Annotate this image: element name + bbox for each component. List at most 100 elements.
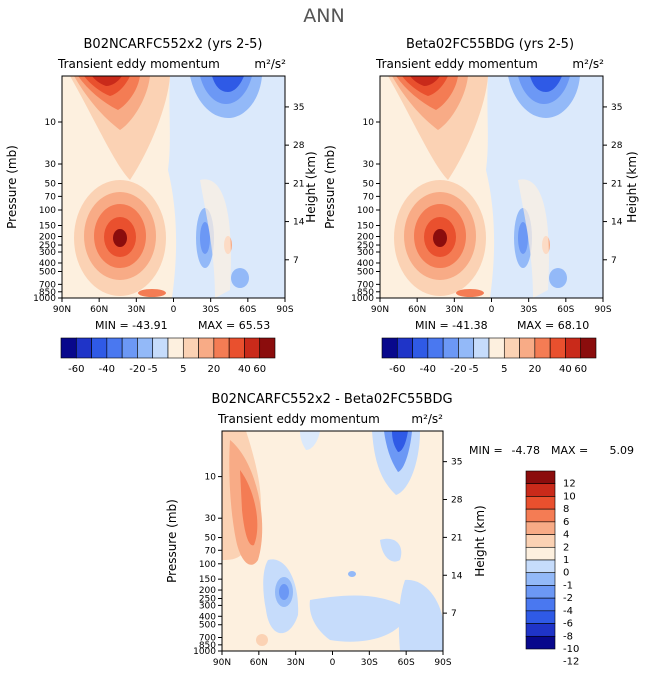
pressure-tick-label: 10 bbox=[363, 118, 375, 128]
panel-1-region-sh-5 bbox=[200, 222, 210, 254]
colorbar-label: 5 bbox=[501, 364, 507, 375]
colorbar-label: -40 bbox=[420, 364, 436, 375]
panel-3-ylabel-right: Height (km) bbox=[473, 505, 487, 576]
colorbar-label: -1 bbox=[563, 580, 573, 591]
pressure-tick-label: 30 bbox=[205, 514, 217, 524]
colorbar-label: 5 bbox=[180, 364, 186, 375]
pressure-tick-label: 10 bbox=[45, 118, 57, 128]
colorbar-label: 0 bbox=[563, 568, 569, 579]
colorbar-swatch bbox=[549, 337, 566, 359]
panel-3-region-16 bbox=[256, 634, 268, 646]
colorbar-label: -5 bbox=[469, 364, 479, 375]
panel-2-ylabel-right: Height (km) bbox=[625, 151, 639, 222]
colorbar-swatch bbox=[519, 337, 536, 359]
pressure-tick-label: 100 bbox=[199, 560, 216, 570]
pressure-tick-label: 70 bbox=[205, 546, 217, 556]
panel-3-ticks: 1030507010015020025030040050070085010003… bbox=[193, 458, 463, 668]
colorbar-label: -20 bbox=[450, 364, 466, 375]
pressure-tick-label: 70 bbox=[363, 192, 375, 202]
panel-1-subtitle: Transient eddy momentum bbox=[57, 57, 220, 71]
colorbar-label: 6 bbox=[563, 517, 569, 528]
colorbar-swatch bbox=[213, 337, 230, 359]
colorbar-swatch bbox=[525, 597, 556, 612]
panel-3: B02NCARFC552x2 - Beta02FC55BDG Transient… bbox=[165, 392, 634, 668]
panel-3-min-value: -4.78 bbox=[512, 444, 540, 457]
colorbar-swatch bbox=[458, 337, 475, 359]
pressure-tick-label: 150 bbox=[357, 222, 374, 232]
panel-2-region-sh-5 bbox=[518, 222, 528, 254]
pressure-tick-label: 300 bbox=[357, 248, 374, 258]
height-tick-label: 14 bbox=[293, 218, 305, 228]
pressure-tick-label: 500 bbox=[39, 268, 56, 278]
colorbar-swatch bbox=[473, 337, 490, 359]
colorbar-swatch bbox=[580, 337, 597, 359]
colorbar-swatch bbox=[525, 623, 556, 637]
colorbar-swatch bbox=[412, 337, 429, 359]
pressure-tick-label: 850 bbox=[357, 288, 374, 298]
colorbar-label: 8 bbox=[563, 504, 569, 515]
panel-2-max: MAX = 68.10 bbox=[517, 319, 589, 332]
pressure-tick-label: 70 bbox=[45, 192, 57, 202]
colorbar-swatch bbox=[525, 585, 556, 599]
colorbar-swatch bbox=[525, 483, 556, 497]
panel-1-region-sh-6 bbox=[231, 268, 249, 288]
lat-tick-label: 60N bbox=[250, 658, 268, 668]
pressure-tick-label: 1000 bbox=[33, 294, 56, 304]
colorbar-swatch bbox=[442, 337, 459, 359]
colorbar-swatch bbox=[525, 610, 556, 624]
panel-3-region-15 bbox=[348, 571, 356, 577]
colorbar-swatch bbox=[381, 337, 398, 359]
pressure-tick-label: 50 bbox=[205, 534, 217, 544]
height-tick-label: 28 bbox=[293, 141, 305, 151]
lat-tick-label: 0 bbox=[489, 305, 495, 315]
lat-tick-label: 90S bbox=[594, 305, 611, 315]
panel-3-max-label: MAX = bbox=[551, 444, 588, 457]
panel-2-ylabel: Pressure (mb) bbox=[323, 145, 337, 229]
panel-3-title: B02NCARFC552x2 - Beta02FC55BDG bbox=[211, 392, 452, 407]
colorbar-swatch bbox=[167, 337, 184, 359]
colorbar-swatch bbox=[525, 508, 556, 523]
colorbar-label: 40 bbox=[238, 364, 251, 375]
colorbar-label: -10 bbox=[563, 644, 579, 655]
panel-2-contours bbox=[380, 76, 603, 298]
panel-2-region-sh-6 bbox=[549, 268, 567, 288]
panel-1: B02NCARFC552x2 (yrs 2-5) Transient eddy … bbox=[5, 37, 318, 332]
colorbar-label: -6 bbox=[563, 619, 573, 630]
panel-2-region-core-5 bbox=[433, 229, 447, 247]
lat-tick-label: 30S bbox=[202, 305, 219, 315]
colorbar-label: -60 bbox=[68, 364, 84, 375]
panel-3-subtitle: Transient eddy momentum bbox=[217, 412, 380, 426]
panel-2-region-surface bbox=[456, 289, 484, 297]
colorbar-label: -8 bbox=[563, 631, 573, 642]
pressure-tick-label: 200 bbox=[39, 232, 56, 242]
panel-3-region-3 bbox=[240, 470, 258, 546]
colorbar-swatch bbox=[525, 534, 556, 548]
lat-tick-label: 60S bbox=[239, 305, 256, 315]
panel-3-region-5 bbox=[300, 431, 320, 450]
colorbar-label: 20 bbox=[207, 364, 220, 375]
lat-tick-label: 0 bbox=[171, 305, 177, 315]
lat-tick-label: 30N bbox=[127, 305, 145, 315]
colorbar-label: -12 bbox=[563, 657, 579, 668]
pressure-tick-label: 500 bbox=[357, 268, 374, 278]
pressure-tick-label: 1000 bbox=[351, 294, 374, 304]
colorbar-label: 40 bbox=[559, 364, 572, 375]
colorbar-label: -40 bbox=[99, 364, 115, 375]
panel-1-ylabel: Pressure (mb) bbox=[5, 145, 19, 229]
colorbar-swatch bbox=[503, 337, 520, 359]
colorbar-swatch bbox=[106, 337, 123, 359]
height-tick-label: 35 bbox=[451, 458, 462, 468]
figure-season-title: ANN bbox=[303, 5, 344, 27]
pressure-tick-label: 250 bbox=[39, 241, 56, 251]
panel-2-subtitle: Transient eddy momentum bbox=[375, 57, 538, 71]
panel-1-contours bbox=[62, 76, 285, 298]
colorbar-swatch bbox=[534, 337, 551, 359]
panel-2: Beta02FC55BDG (yrs 2-5) Transient eddy m… bbox=[323, 37, 639, 332]
lat-tick-label: 60S bbox=[398, 658, 415, 668]
panel-1-region-jet-5 bbox=[92, 76, 122, 86]
height-tick-label: 35 bbox=[611, 103, 622, 113]
colorbar-swatch bbox=[525, 572, 556, 586]
pressure-tick-label: 300 bbox=[199, 601, 216, 611]
